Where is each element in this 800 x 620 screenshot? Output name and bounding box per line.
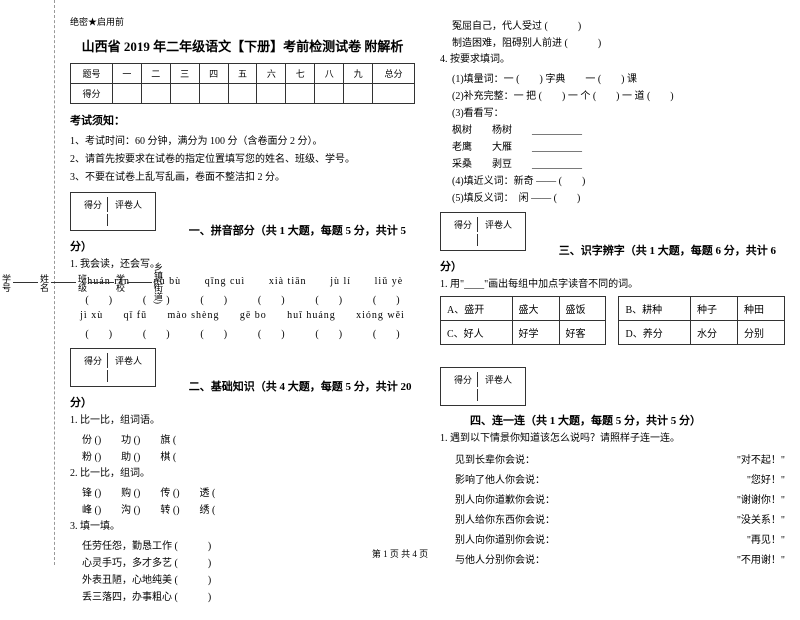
match-pair: 别人向你道歉你会说："谢谢你！": [455, 491, 785, 506]
question-text: 1. 用"____"画出每组中加点字读音不同的词。: [440, 277, 785, 292]
page-footer: 第 1 页 共 4 页: [0, 547, 800, 560]
table-row: C、好人 好学 好客 D、养分 水分 分别: [441, 321, 785, 345]
list-item: 外表丑陋，心地纯美 ( ): [70, 571, 415, 586]
binding-line: [127, 282, 152, 283]
binding-item: 姓名: [38, 274, 51, 292]
section-4-title: 四、连一连（共 1 大题，每题 5 分，共计 5 分）: [470, 415, 701, 427]
question-text: 4. 按要求填词。: [440, 52, 785, 67]
sub-item: 枫树 杨树 __________: [440, 121, 785, 136]
right-column: 冤屈自己，代人受过 ( ) 制造困难，阻碍别人前进 ( ) 4. 按要求填词。 …: [440, 15, 785, 605]
choice-table: A、盛开 盛大 盛饭 B、耕种 种子 种田 C、好人 好学 好客 D、养分 水分…: [440, 296, 785, 345]
list-item: 冤屈自己，代人受过 ( ): [440, 17, 785, 32]
list-item: 丢三落四，办事粗心 ( ): [70, 588, 415, 603]
binding-labels: 学号 姓名 班级 学校 乡镇(街道): [0, 0, 165, 565]
match-pair: 影响了他人你会说："您好！": [455, 471, 785, 486]
binding-line: [51, 282, 76, 283]
match-pair: 别人给你东西你会说："没关系！": [455, 511, 785, 526]
question-text: 1. 遇到以下情景你知道该怎么说吗？请照样子连一连。: [440, 431, 785, 446]
list-item: 制造困难，阻碍别人前进 ( ): [440, 34, 785, 49]
score-entry-box: 得分 评卷人: [440, 212, 526, 251]
sub-item: (3)看看写：: [440, 104, 785, 119]
binding-item: 乡镇(街道): [152, 262, 165, 304]
sub-item: 采桑 剥豆 __________: [440, 155, 785, 170]
match-pair: 见到长辈你会说："对不起！": [455, 451, 785, 466]
binding-item: 班级: [76, 274, 89, 292]
binding-line: [89, 282, 114, 283]
binding-line: [13, 282, 38, 283]
binding-item: 学校: [114, 274, 127, 292]
table-row: A、盛开 盛大 盛饭 B、耕种 种子 种田: [441, 297, 785, 321]
score-entry-box: 得分 评卷人: [440, 367, 526, 406]
match-pair: 别人向你道别你会说："再见！": [455, 531, 785, 546]
sub-item: 老鹰 大雁 __________: [440, 138, 785, 153]
binding-margin: 学号 姓名 班级 学校 乡镇(街道): [0, 0, 55, 565]
binding-item: 学号: [0, 274, 13, 292]
sub-item: (1)填量词：一 ( ) 字典 一 ( ) 课: [440, 70, 785, 85]
sub-item: (5)填反义词： 闲 —— ( ): [440, 189, 785, 204]
sub-item: (2)补充完整：一 把 ( ) 一 个 ( ) 一 道 ( ): [440, 87, 785, 102]
sub-item: (4)填近义词：新奇 —— ( ): [440, 172, 785, 187]
